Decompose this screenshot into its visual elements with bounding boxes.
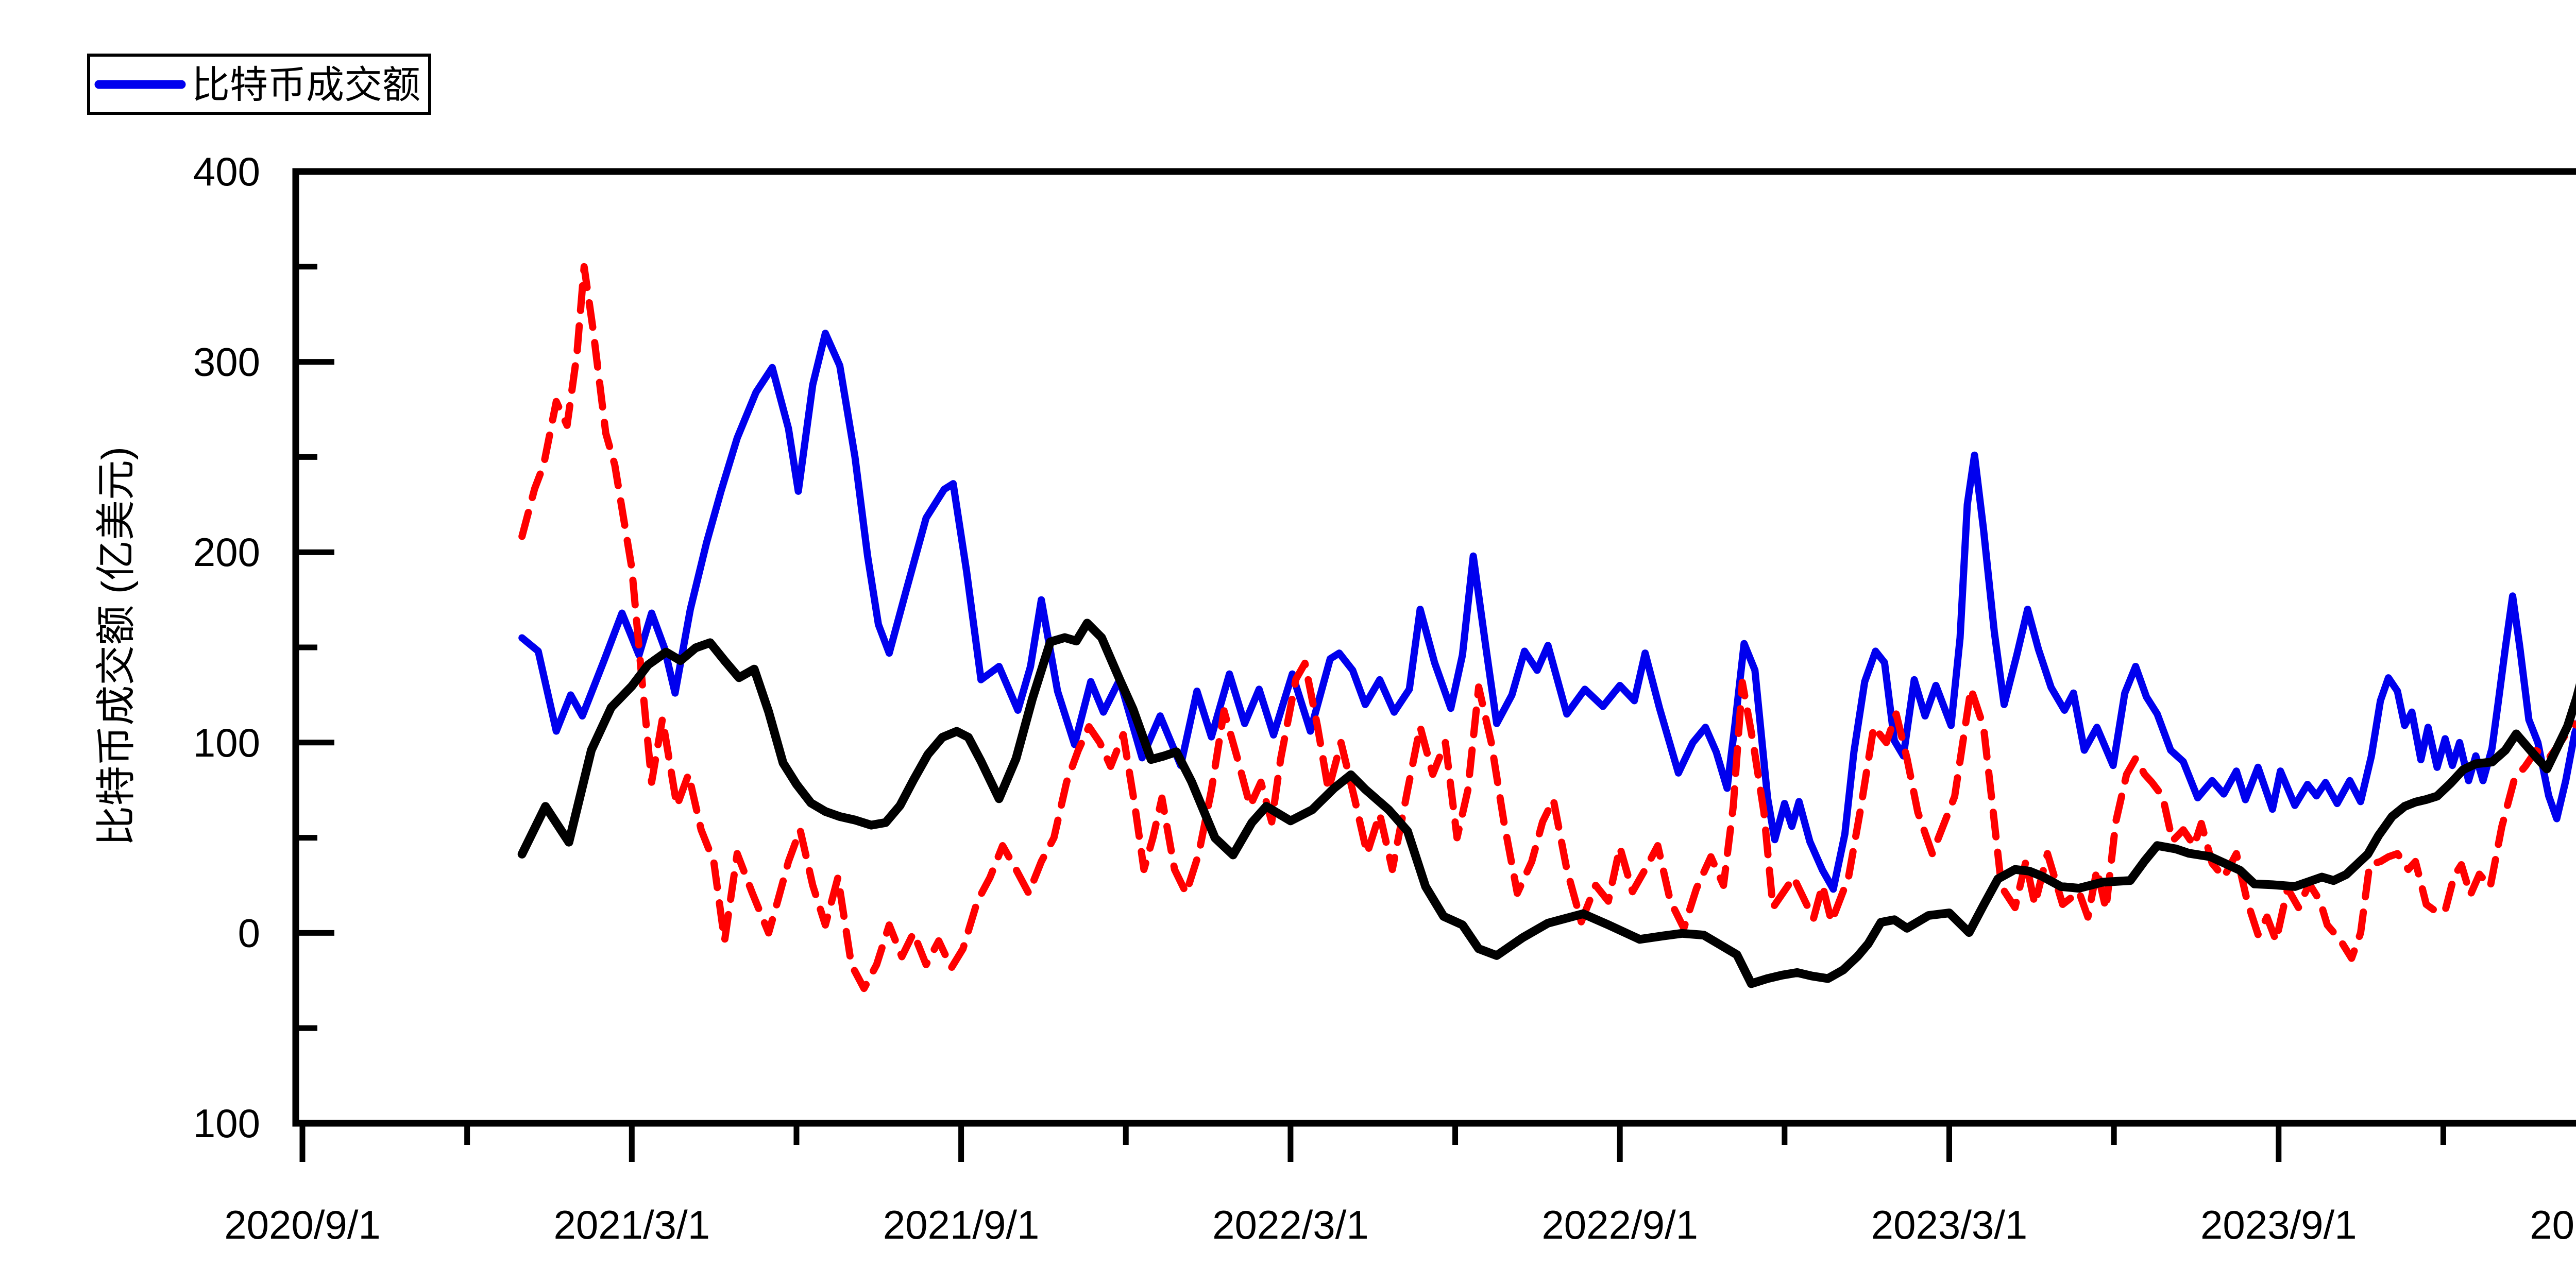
x-axis-tick-label: 2024/3/1	[2530, 1202, 2576, 1247]
x-axis-tick-label: 2021/9/1	[883, 1202, 1040, 1247]
left-axis-title: 比特币成交额 (亿美元)	[93, 447, 139, 846]
x-axis-tick-label: 2020/9/1	[224, 1202, 381, 1247]
x-axis-tick-label: 2022/9/1	[1541, 1202, 1698, 1247]
bitcoin-volume-line	[518, 330, 2576, 893]
x-axis-tick-label: 2022/3/1	[1212, 1202, 1369, 1247]
data-series-lines	[517, 263, 2576, 992]
left-axis-tick-label: 400	[193, 149, 260, 194]
legend-label-bitcoin-volume: 比特币成交额	[192, 63, 420, 106]
x-axis-tick-label: 2021/3/1	[553, 1202, 710, 1247]
left-axis-tick-label: 0	[238, 910, 260, 955]
left-axis-tick-label: 300	[193, 339, 260, 385]
bitcoin-price-line	[517, 619, 2576, 988]
left-axis-tick-label: 200	[193, 529, 260, 575]
x-axis-tick-label: 2023/9/1	[2200, 1202, 2357, 1247]
legend-bitcoin-volume: 比特币成交额	[87, 54, 431, 115]
x-axis-tick-label: 2023/3/1	[1871, 1202, 2028, 1247]
left-axis-tick-label: 100	[193, 1101, 260, 1146]
axes-ticks-and-labels: 4003002001000100908070605040301000008000…	[193, 149, 2576, 1247]
left-axis-tick-label: 100	[193, 720, 260, 765]
nasdaq-volume-line	[518, 263, 2576, 992]
